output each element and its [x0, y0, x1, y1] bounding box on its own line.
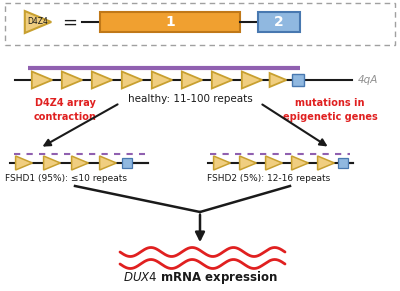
- Text: FSHD2 (5%): 12-16 repeats: FSHD2 (5%): 12-16 repeats: [207, 174, 330, 183]
- Polygon shape: [270, 73, 286, 87]
- Bar: [338, 158, 348, 168]
- Polygon shape: [152, 72, 172, 88]
- Bar: [292, 74, 304, 86]
- Text: D4Z4 array
contraction: D4Z4 array contraction: [34, 98, 96, 122]
- Polygon shape: [72, 156, 88, 170]
- Polygon shape: [92, 72, 112, 88]
- Polygon shape: [182, 72, 202, 88]
- Bar: [122, 158, 132, 168]
- Text: D4Z4: D4Z4: [28, 17, 48, 26]
- Polygon shape: [16, 156, 32, 170]
- Polygon shape: [212, 72, 232, 88]
- Text: FSHD1 (95%): ≤10 repeats: FSHD1 (95%): ≤10 repeats: [5, 174, 127, 183]
- Text: 4qA: 4qA: [358, 75, 378, 85]
- Text: mutations in
epigenetic genes: mutations in epigenetic genes: [283, 98, 377, 122]
- Polygon shape: [44, 156, 60, 170]
- Polygon shape: [292, 156, 308, 170]
- Polygon shape: [318, 156, 334, 170]
- Text: =: =: [62, 14, 78, 32]
- Polygon shape: [25, 11, 51, 33]
- Bar: [258, 12, 300, 32]
- Polygon shape: [266, 156, 282, 170]
- Polygon shape: [214, 156, 230, 170]
- Text: 2: 2: [274, 15, 284, 29]
- Polygon shape: [32, 72, 52, 88]
- Polygon shape: [100, 156, 116, 170]
- Polygon shape: [122, 72, 142, 88]
- Polygon shape: [242, 72, 262, 88]
- Polygon shape: [240, 156, 256, 170]
- Bar: [100, 12, 240, 32]
- Text: 1: 1: [165, 15, 175, 29]
- Text: $\it{DUX4}$ mRNA expression: $\it{DUX4}$ mRNA expression: [122, 269, 278, 287]
- Polygon shape: [62, 72, 82, 88]
- Text: healthy: 11-100 repeats: healthy: 11-100 repeats: [128, 94, 252, 104]
